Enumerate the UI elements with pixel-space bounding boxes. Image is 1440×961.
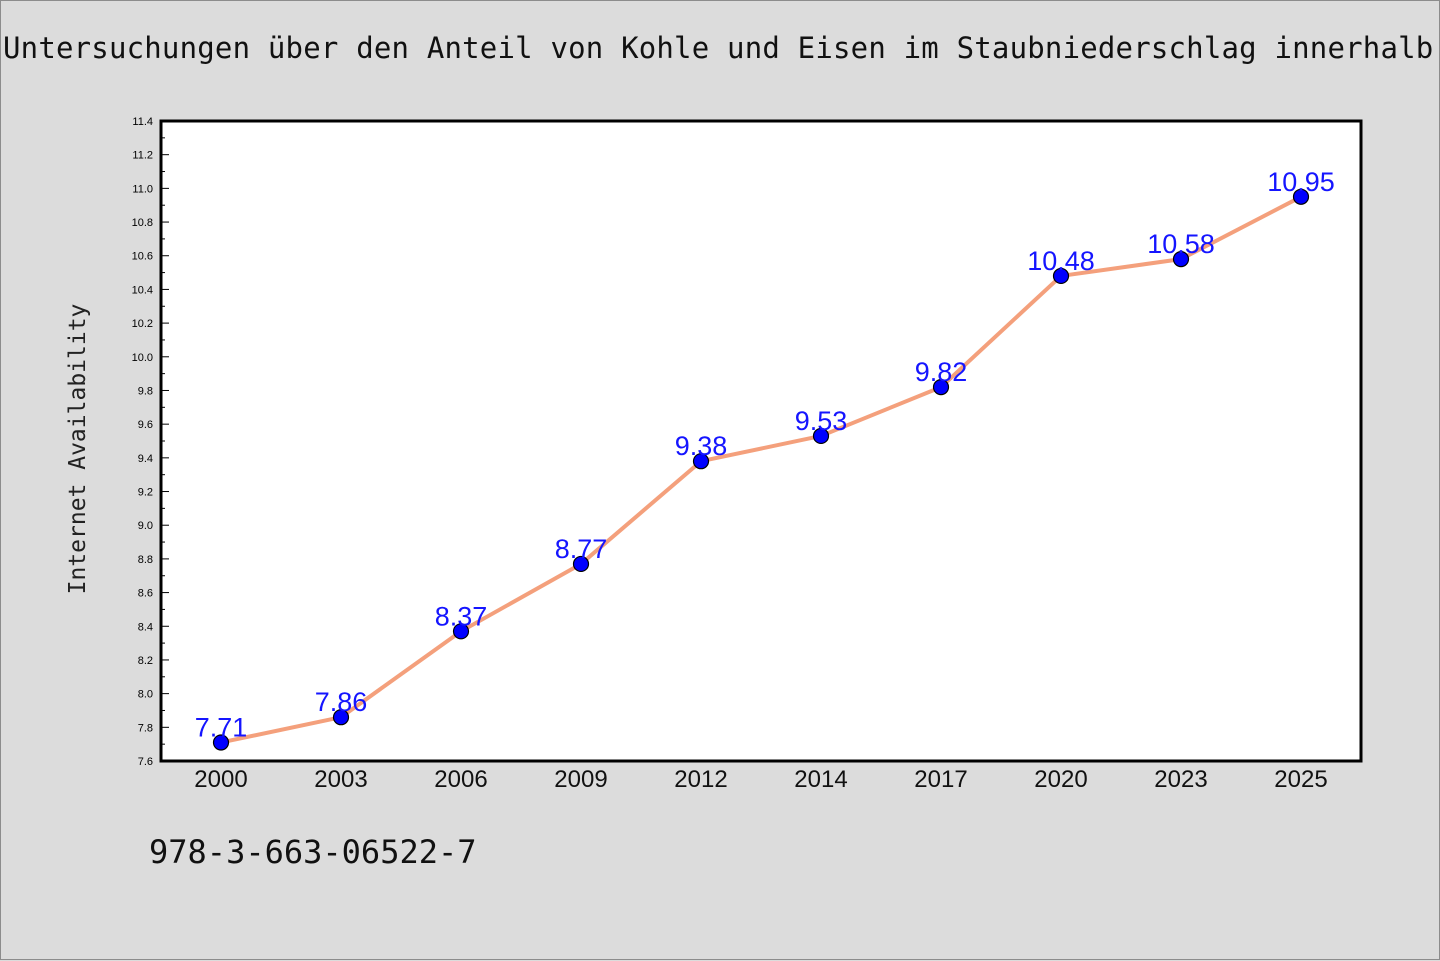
data-point <box>452 623 470 640</box>
data-point <box>1052 267 1070 285</box>
y-tick-label: 9.4 <box>138 453 153 465</box>
y-tick-label: 9.2 <box>138 487 153 499</box>
x-tick-label: 2025 <box>1274 766 1327 793</box>
data-point <box>1292 188 1310 205</box>
data-label: 8.37 <box>435 601 488 631</box>
x-tick-label: 2020 <box>1034 766 1087 793</box>
y-axis-ticks: 7.6 7.8 8.0 8.2 8.4 8.6 8.8 9.0 9.2 9.4 9.6 9.8 10.0… <box>132 116 169 768</box>
y-tick-label: 8.0 <box>138 689 153 701</box>
data-label: 10.48 <box>1027 246 1095 276</box>
data-point <box>1172 251 1190 268</box>
y-tick-label: 10.2 <box>132 318 153 330</box>
y-tick-label: 8.6 <box>138 588 153 600</box>
x-tick-label: 2012 <box>674 766 727 793</box>
y-tick-label: 7.6 <box>138 756 153 768</box>
y-tick-label: 8.2 <box>138 655 153 667</box>
data-label: 10.95 <box>1267 167 1335 197</box>
chart-title: Untersuchungen über den Anteil von Kohle… <box>3 31 1434 65</box>
y-tick-label: 10.4 <box>132 284 153 296</box>
data-point <box>332 709 350 726</box>
x-axis-ticks: 2000 2003 2006 2009 2012 2014 2017 2020 2023 2025 <box>194 766 1327 793</box>
x-tick-label: 2000 <box>194 766 247 793</box>
data-label: 7.71 <box>195 712 248 742</box>
y-tick-label: 11.2 <box>132 150 153 162</box>
y-tick-label: 7.8 <box>138 722 153 734</box>
y-tick-label: 9.0 <box>138 520 153 532</box>
y-tick-label: 11.0 <box>132 183 153 195</box>
y-axis-label: Internet Availability <box>65 304 91 595</box>
data-label: 9.53 <box>795 406 848 436</box>
y-tick-label: 9.8 <box>138 385 153 397</box>
data-point <box>812 427 830 445</box>
data-point <box>572 555 590 573</box>
y-tick-label: 10.6 <box>132 251 153 263</box>
y-tick-label: 10.0 <box>132 352 153 364</box>
data-label: 9.82 <box>915 357 968 387</box>
series-line <box>220 195 1302 745</box>
x-tick-label: 2017 <box>914 766 967 793</box>
data-label: 10.58 <box>1147 229 1215 259</box>
series-markers <box>212 188 1310 751</box>
data-labels: 7.71 7.86 8.37 8.77 9.38 9.53 9.82 10.48 10.58 10… <box>195 167 1335 743</box>
isbn-footer: 978-3-663-06522-7 <box>149 833 477 871</box>
y-tick-label: 11.4 <box>132 116 153 128</box>
x-tick-label: 2009 <box>554 766 607 793</box>
data-label: 7.86 <box>315 687 368 717</box>
data-point <box>932 379 950 396</box>
y-tick-label: 10.8 <box>132 217 153 229</box>
data-point <box>692 453 710 470</box>
x-tick-label: 2023 <box>1154 766 1207 793</box>
y-tick-label: 8.4 <box>138 621 153 633</box>
x-tick-label: 2003 <box>314 766 367 793</box>
data-label: 9.38 <box>675 431 728 461</box>
x-tick-label: 2006 <box>434 766 487 793</box>
y-tick-label: 8.8 <box>138 554 153 566</box>
x-tick-label: 2014 <box>794 766 847 793</box>
data-point <box>212 734 230 751</box>
y-tick-label: 9.6 <box>138 419 153 431</box>
data-label: 8.77 <box>555 534 608 564</box>
plot-area <box>159 119 1363 763</box>
